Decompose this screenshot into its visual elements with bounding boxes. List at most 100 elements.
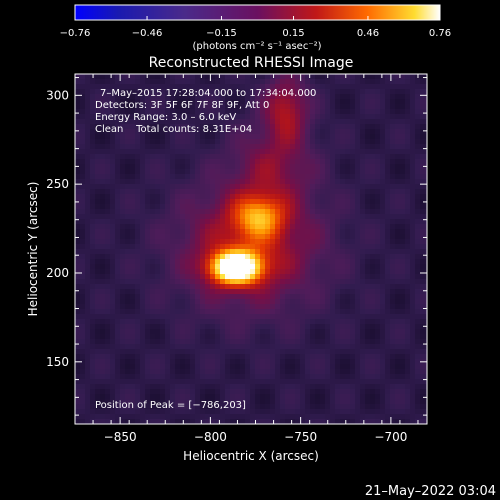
heatmap-cell <box>90 184 95 189</box>
heatmap-cell <box>270 279 275 284</box>
heatmap-cell <box>315 199 320 204</box>
heatmap-cell <box>110 324 115 329</box>
heatmap-cell <box>405 354 410 359</box>
heatmap-cell <box>105 234 110 239</box>
heatmap-cell <box>135 344 140 349</box>
heatmap-cell <box>205 249 210 254</box>
heatmap-cell <box>320 89 325 94</box>
heatmap-cell <box>315 219 320 224</box>
heatmap-cell <box>85 279 90 284</box>
heatmap-cell <box>275 364 280 369</box>
heatmap-cell <box>225 409 230 414</box>
heatmap-cell <box>360 299 365 304</box>
heatmap-cell <box>330 129 335 134</box>
heatmap-cell <box>135 154 140 159</box>
heatmap-cell <box>400 224 405 229</box>
heatmap-cell <box>175 384 180 389</box>
heatmap-cell <box>115 319 120 324</box>
heatmap-cell <box>290 324 295 329</box>
heatmap-cell <box>415 159 420 164</box>
heatmap-cell <box>75 134 80 139</box>
heatmap-cell <box>405 349 410 354</box>
heatmap-cell <box>355 104 360 109</box>
heatmap-cell <box>300 224 305 229</box>
heatmap-cell <box>150 219 155 224</box>
heatmap-cell <box>200 299 205 304</box>
heatmap-cell <box>115 394 120 399</box>
heatmap-cell <box>285 159 290 164</box>
heatmap-cell <box>295 324 300 329</box>
heatmap-cell <box>350 289 355 294</box>
heatmap-cell <box>235 244 240 249</box>
heatmap-cell <box>115 129 120 134</box>
heatmap-cell <box>375 219 380 224</box>
heatmap-cell <box>285 189 290 194</box>
heatmap-cell <box>200 329 205 334</box>
heatmap-cell <box>130 264 135 269</box>
heatmap-cell <box>305 184 310 189</box>
heatmap-cell <box>150 159 155 164</box>
heatmap-cell <box>250 269 255 274</box>
heatmap-cell <box>155 369 160 374</box>
heatmap-cell <box>255 144 260 149</box>
heatmap-cell <box>255 154 260 159</box>
heatmap-cell <box>240 244 245 249</box>
heatmap-cell <box>240 349 245 354</box>
heatmap-cell <box>245 354 250 359</box>
heatmap-cell <box>95 144 100 149</box>
heatmap-cell <box>260 269 265 274</box>
heatmap-cell <box>165 379 170 384</box>
heatmap-cell <box>330 159 335 164</box>
heatmap-cell <box>335 264 340 269</box>
heatmap-cell <box>185 414 190 419</box>
heatmap-cell <box>410 379 415 384</box>
heatmap-cell <box>300 164 305 169</box>
heatmap-cell <box>190 249 195 254</box>
heatmap-cell <box>310 144 315 149</box>
heatmap-cell <box>345 184 350 189</box>
heatmap-cell <box>365 124 370 129</box>
heatmap-cell <box>200 384 205 389</box>
heatmap-cell <box>385 124 390 129</box>
heatmap-cell <box>115 144 120 149</box>
heatmap-cell <box>405 284 410 289</box>
heatmap-cell <box>410 404 415 409</box>
heatmap-cell <box>140 184 145 189</box>
heatmap-cell <box>75 344 80 349</box>
heatmap-cell <box>250 264 255 269</box>
heatmap-cell <box>330 319 335 324</box>
heatmap-cell <box>395 399 400 404</box>
heatmap-cell <box>90 359 95 364</box>
heatmap-cell <box>315 234 320 239</box>
heatmap-cell <box>200 119 205 124</box>
heatmap-cell <box>85 304 90 309</box>
heatmap-cell <box>175 179 180 184</box>
heatmap-cell <box>360 289 365 294</box>
heatmap-cell <box>265 364 270 369</box>
heatmap-cell <box>130 214 135 219</box>
heatmap-cell <box>100 369 105 374</box>
heatmap-cell <box>145 124 150 129</box>
heatmap-cell <box>290 339 295 344</box>
heatmap-cell <box>195 284 200 289</box>
heatmap-cell <box>355 154 360 159</box>
heatmap-cell <box>80 404 85 409</box>
heatmap-cell <box>340 269 345 274</box>
heatmap-cell <box>145 84 150 89</box>
heatmap-cell <box>265 314 270 319</box>
heatmap-cell <box>185 279 190 284</box>
heatmap-cell <box>80 389 85 394</box>
heatmap-cell <box>385 309 390 314</box>
heatmap-cell <box>75 414 80 419</box>
heatmap-cell <box>355 289 360 294</box>
heatmap-cell <box>235 294 240 299</box>
heatmap-cell <box>405 89 410 94</box>
heatmap-cell <box>235 389 240 394</box>
heatmap-cell <box>275 259 280 264</box>
heatmap-cell <box>80 84 85 89</box>
heatmap-cell <box>395 294 400 299</box>
heatmap-cell <box>235 134 240 139</box>
heatmap-cell <box>145 384 150 389</box>
heatmap-cell <box>135 284 140 289</box>
heatmap-cell <box>290 169 295 174</box>
